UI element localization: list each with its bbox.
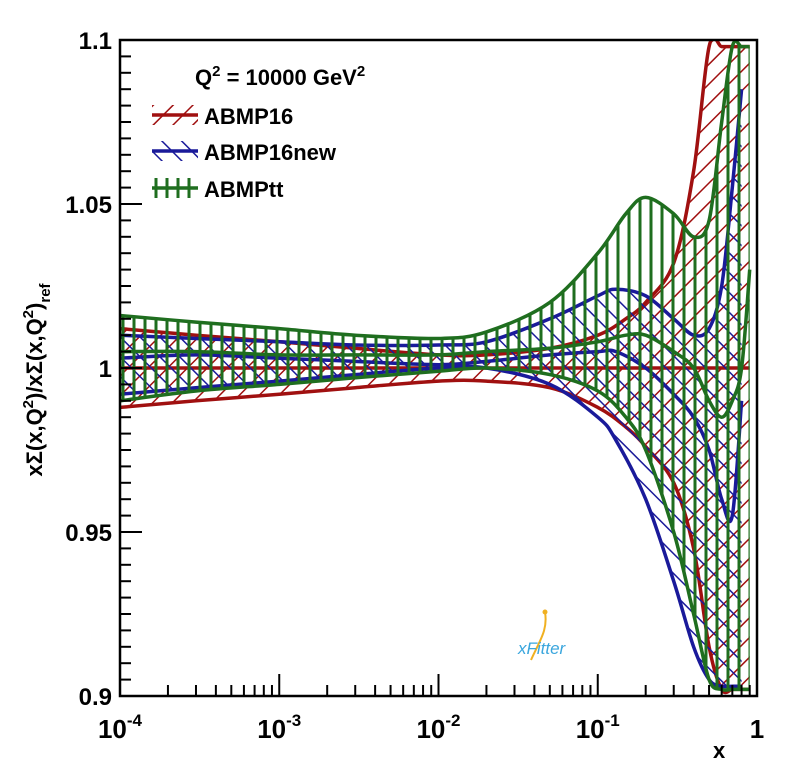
y-axis-title: xΣ(x,Q2)/xΣ(x,Q2)ref <box>20 282 54 476</box>
axis-ticks <box>119 39 758 697</box>
y-tick-label: 1.1 <box>79 28 112 55</box>
xfitter-logo-swoosh <box>530 611 547 661</box>
x-tick-label: 10-2 <box>416 711 460 744</box>
x-tick-label: 10-4 <box>98 711 143 744</box>
legend-item-abmp16new: ABMP16new <box>152 140 337 165</box>
y-tick-label: 1.05 <box>65 192 112 219</box>
x-tick-label: 10-1 <box>576 711 620 744</box>
legend-item-abmptt: ABMPtt <box>152 177 284 202</box>
xfitter-logo-text: xFitter <box>517 639 567 658</box>
q2-annotation: Q2 = 10000 GeV2 <box>195 63 365 90</box>
y-tick-label: 0.95 <box>65 520 112 547</box>
abmptt-upper-line <box>120 40 750 341</box>
x-axis-title: x <box>713 738 726 763</box>
xfitter-logo: xFitter <box>517 609 567 661</box>
xfitter-logo-dot <box>542 609 548 615</box>
abmp16-legend-label: ABMP16 <box>204 104 293 129</box>
abmp16new-legend-label: ABMP16new <box>204 140 337 165</box>
legend: ABMP16 ABMP16new ABMPtt <box>152 104 337 202</box>
x-tick-label: 10-3 <box>257 711 301 744</box>
legend-item-abmp16: ABMP16 <box>152 104 293 129</box>
abmptt-band-fill <box>120 41 750 691</box>
y-tick-label: 0.9 <box>79 684 112 711</box>
x-tick-label: 1 <box>750 714 764 744</box>
abmptt-central-line <box>120 269 752 419</box>
y-tick-label: 1 <box>99 356 112 383</box>
abmptt-legend-label: ABMPtt <box>204 177 284 202</box>
axis-tick-labels: 0.9 0.95 1 1.05 1.1 10-4 10-3 10-2 10-1 1 <box>65 28 764 744</box>
bands-layer <box>120 40 752 695</box>
